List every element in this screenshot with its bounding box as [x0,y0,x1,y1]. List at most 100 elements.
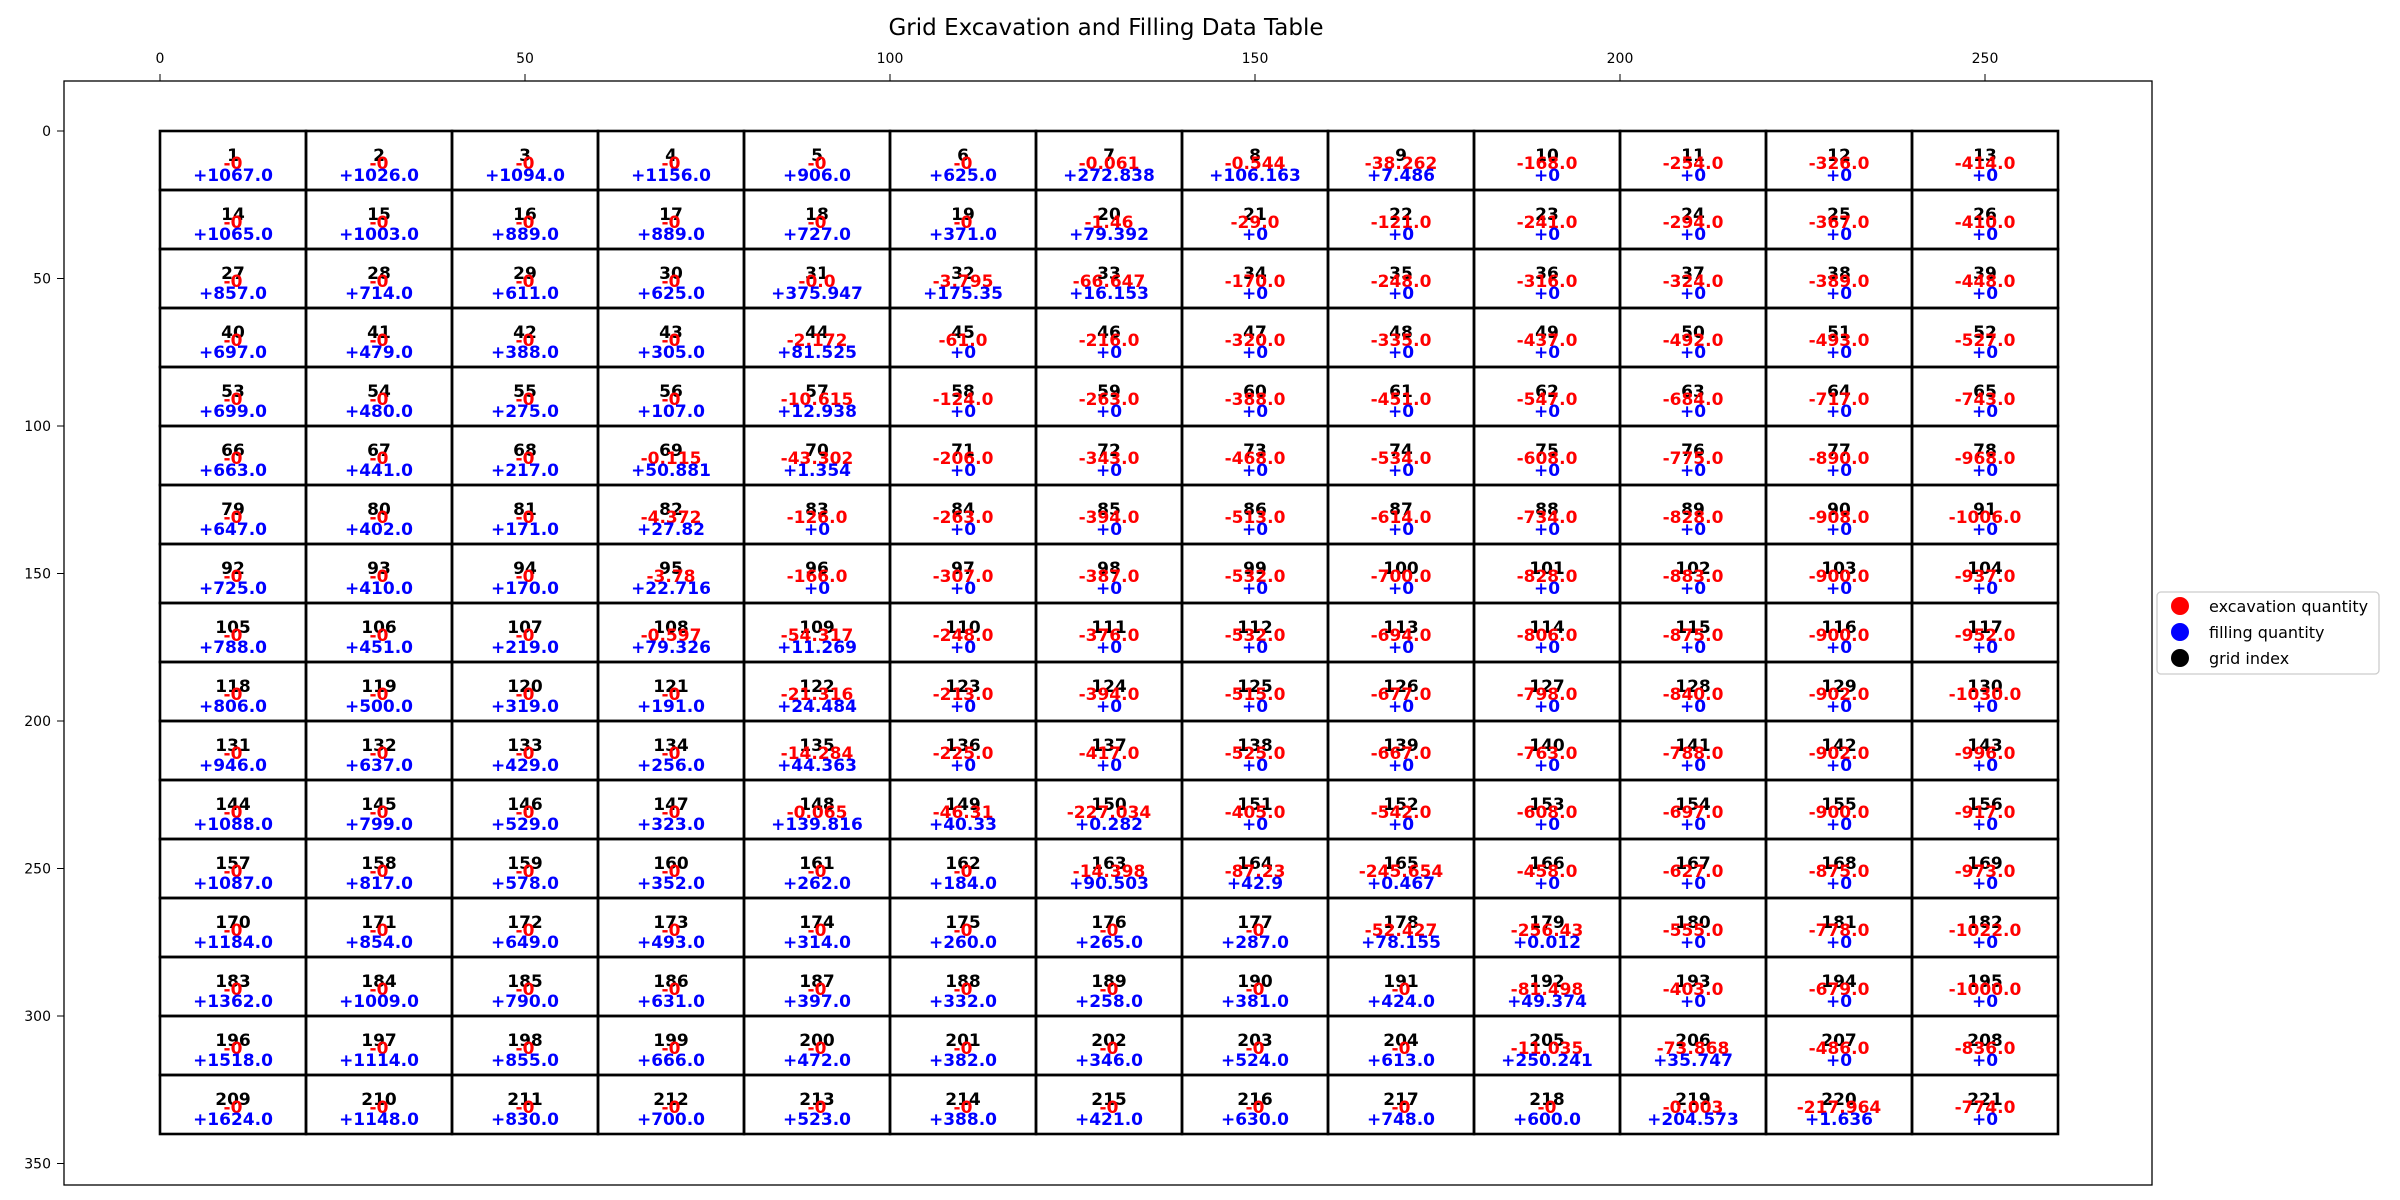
excavation-value: -836.0 [1955,1039,2016,1059]
grid-index-label: 83 [805,500,829,520]
grid-index-label: 190 [1237,972,1273,992]
excavation-value: -555.0 [1663,921,1724,941]
filling-value: +578.0 [491,874,559,894]
excavation-value: -890.0 [1809,449,1870,469]
excavation-value: -840.0 [1663,685,1724,705]
grid-index-label: 149 [945,795,981,815]
grid-cell: 160-0+352.0 [596,837,746,900]
filling-value: +0 [1242,343,1268,363]
excavation-value: -170.0 [1225,272,1286,292]
grid-index-label: 128 [1675,677,1711,697]
grid-cell: 90-908.0+0 [1764,483,1914,546]
excavation-value: -0 [1392,1039,1411,1059]
filling-value: +1094.0 [485,166,565,186]
excavation-value: -908.0 [1809,508,1870,528]
filling-value: +0 [1388,815,1414,835]
excavation-value: -0 [516,862,535,882]
filling-value: +748.0 [1367,1110,1435,1130]
excavation-value: -448.0 [1955,272,2016,292]
grid-cell: 39-448.0+0 [1910,247,2060,310]
excavation-value: -0 [224,626,243,646]
grid-cell: 182-1022.0+0 [1910,896,2060,959]
excavation-value: -376.0 [1079,626,1140,646]
filling-value: +429.0 [491,756,559,776]
grid-cell: 79-0+647.0 [158,483,308,546]
filling-value: +889.0 [491,225,559,245]
grid-cell: 46-216.0+0 [1034,306,1184,369]
excavation-value: -73.868 [1657,1039,1730,1059]
grid-cell: 190-0+381.0 [1180,955,1330,1018]
grid-index-label: 25 [1827,205,1851,225]
excavation-value: -4.372 [641,508,702,528]
grid-cell: 23-241.0+0 [1472,188,1622,251]
grid-index-label: 165 [1383,854,1419,874]
grid-index-label: 9 [1395,146,1407,166]
grid-index-label: 161 [799,854,835,874]
grid-cell: 73-468.0+0 [1180,424,1330,487]
excavation-value: -0 [808,154,827,174]
excavation-value: -0 [370,508,389,528]
grid-index-label: 139 [1383,736,1419,756]
excavation-value: -875.0 [1663,626,1724,646]
grid-index-label: 99 [1243,559,1267,579]
grid-index-label: 129 [1821,677,1857,697]
grid-cell: 105-0+788.0 [158,601,308,664]
excavation-value: -627.0 [1663,862,1724,882]
excavation-value: -0 [370,744,389,764]
excavation-value: -403.0 [1663,980,1724,1000]
excavation-value: -0 [662,213,681,233]
grid-index-label: 209 [215,1090,251,1110]
grid-index-label: 192 [1529,972,1565,992]
filling-value: +700.0 [637,1110,705,1130]
grid-index-label: 152 [1383,795,1419,815]
excavation-value: -458.0 [1517,862,1578,882]
excavation-value: -0 [662,1039,681,1059]
grid-cell: 10-168.0+0 [1472,129,1622,192]
filling-value: +0 [1826,166,1852,186]
grid-index-label: 108 [653,618,689,638]
grid-cell: 12-326.0+0 [1764,129,1914,192]
excavation-value: -515.0 [1225,685,1286,705]
grid-cell: 171-0+854.0 [304,896,454,959]
excavation-value: -414.0 [1955,154,2016,174]
excavation-value: -216.0 [1079,331,1140,351]
grid-cell: 60-388.0+0 [1180,365,1330,428]
grid-index-label: 68 [513,441,537,461]
excavation-value: -614.0 [1371,508,1432,528]
grid-index-label: 132 [361,736,397,756]
filling-value: +371.0 [929,225,997,245]
grid-cells: 1-0+1067.02-0+1026.03-0+1094.04-0+1156.0… [158,129,2060,1136]
grid-cell: 63-684.0+0 [1618,365,1768,428]
grid-index-label: 184 [361,972,397,992]
filling-value: +0 [1388,579,1414,599]
filling-value: +171.0 [491,520,559,540]
grid-cell: 134-0+256.0 [596,719,746,782]
grid-cell: 133-0+429.0 [450,719,600,782]
grid-cell: 76-775.0+0 [1618,424,1768,487]
excavation-value: -0 [370,449,389,469]
grid-index-label: 164 [1237,854,1273,874]
filling-value: +0 [1972,343,1998,363]
excavation-value: -534.0 [1371,449,1432,469]
filling-value: +0 [1972,402,1998,422]
grid-cell: 86-513.0+0 [1180,483,1330,546]
filling-value: +0 [1972,874,1998,894]
grid-index-label: 96 [805,559,829,579]
grid-index-label: 150 [1091,795,1127,815]
grid-cell: 136-225.0+0 [888,719,1038,782]
grid-index-label: 97 [951,559,975,579]
excavation-value: -1022.0 [1949,921,2022,941]
excavation-value: -883.0 [1663,567,1724,587]
grid-index-label: 155 [1821,795,1857,815]
grid-index-label: 115 [1675,618,1711,638]
grid-index-label: 20 [1097,205,1121,225]
grid-cell: 16-0+889.0 [450,188,600,251]
excavation-value: -326.0 [1809,154,1870,174]
filling-value: +480.0 [345,402,413,422]
grid-cell: 67-0+441.0 [304,424,454,487]
grid-cell: 56-0+107.0 [596,365,746,428]
grid-cell: 206-73.868+35.747 [1618,1014,1768,1077]
filling-value: +0 [1680,756,1706,776]
grid-index-label: 85 [1097,500,1121,520]
filling-value: +332.0 [929,992,997,1012]
